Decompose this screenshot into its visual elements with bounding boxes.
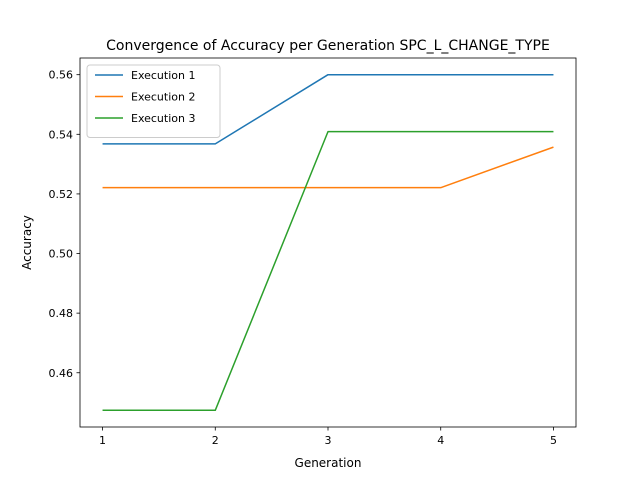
series-line-execution-1 xyxy=(102,73,554,145)
legend-box xyxy=(86,64,221,138)
series-line-execution-3 xyxy=(102,130,554,412)
legend-label-execution-2: Execution 2 xyxy=(131,91,195,104)
x-tick-label: 3 xyxy=(325,434,332,447)
x-tick-label: 4 xyxy=(437,434,444,447)
y-tick-label: 0.52 xyxy=(49,188,74,201)
y-tick-label: 0.48 xyxy=(49,307,74,320)
x-tick-label: 5 xyxy=(550,434,557,447)
x-tick-label: 1 xyxy=(99,434,106,447)
series-layer xyxy=(102,73,554,412)
legend: Execution 1 Execution 2 Execution 3 xyxy=(86,64,221,138)
series-line-execution-2 xyxy=(102,146,554,189)
y-tick-label: 0.50 xyxy=(49,248,74,261)
chart-title: Convergence of Accuracy per Generation S… xyxy=(106,38,550,54)
axes-layer: 1 2 3 4 5 0.46 0.48 0.50 0.52 0.54 0.56 xyxy=(49,57,577,447)
y-tick-label: 0.56 xyxy=(49,69,74,82)
legend-label-execution-1: Execution 1 xyxy=(131,69,195,82)
y-tick-label: 0.54 xyxy=(49,128,74,141)
y-axis-label: Accuracy xyxy=(20,215,34,270)
x-axis-label: Generation xyxy=(295,456,362,470)
legend-label-execution-3: Execution 3 xyxy=(131,112,195,125)
y-tick-label: 0.46 xyxy=(49,367,74,380)
x-tick-label: 2 xyxy=(212,434,219,447)
